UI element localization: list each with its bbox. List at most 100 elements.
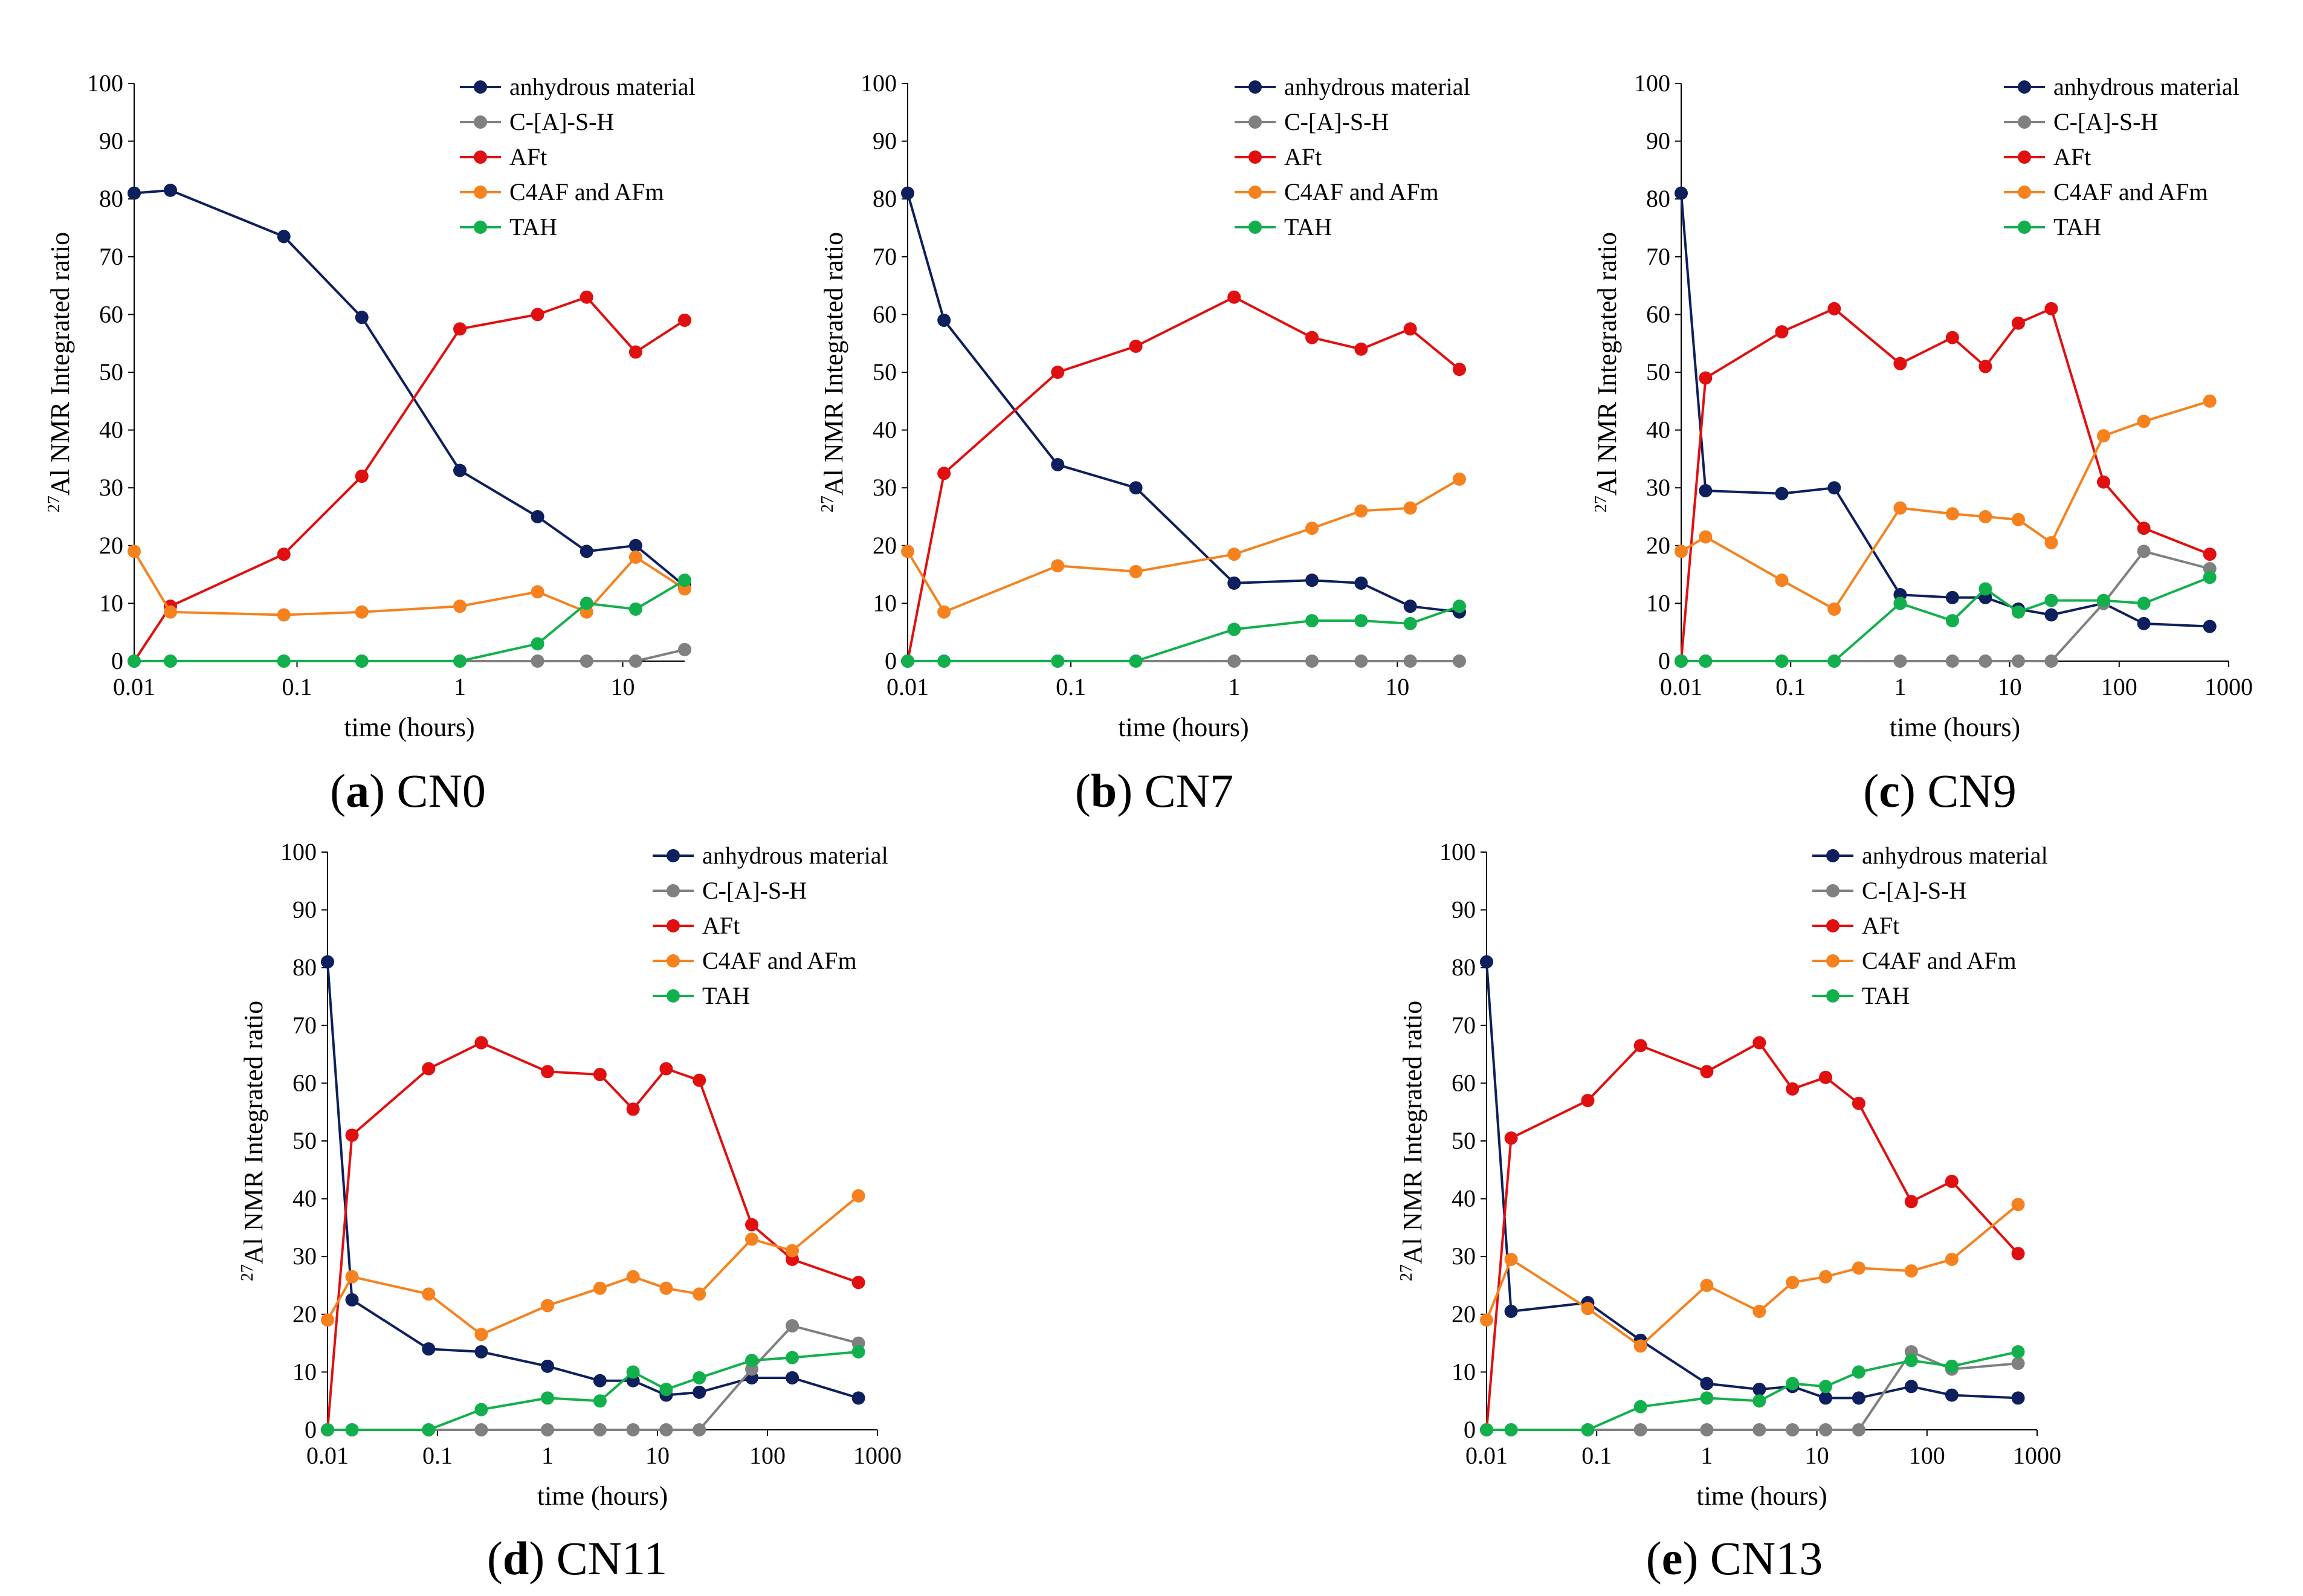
x-axis-label: time (hours)	[344, 712, 474, 742]
caption-open-paren: (	[330, 764, 346, 817]
legend-marker	[667, 884, 680, 897]
legend-marker	[474, 221, 487, 234]
data-point	[2203, 548, 2217, 561]
caption-open-paren: (	[487, 1532, 503, 1585]
legend-label: AFt	[1284, 143, 1322, 170]
y-tick-label: 30	[292, 1242, 317, 1270]
data-point	[541, 1065, 554, 1079]
data-point	[1504, 1131, 1518, 1145]
y-tick-label: 60	[1452, 1069, 1476, 1096]
data-point	[1819, 1070, 1833, 1084]
data-point	[1752, 1423, 1766, 1436]
y-tick-label: 100	[280, 838, 317, 865]
data-point	[128, 186, 141, 200]
x-tick-label: 0.01	[1660, 673, 1702, 700]
data-point	[531, 637, 544, 651]
data-point	[1051, 559, 1065, 573]
series-line-0	[326, 961, 859, 1400]
x-tick-label: 1	[1894, 673, 1906, 700]
legend-marker	[2018, 115, 2031, 129]
data-point	[1227, 548, 1241, 561]
y-tick-label: 10	[99, 589, 123, 616]
y-tick-label: 70	[292, 1012, 317, 1039]
data-point	[1453, 654, 1466, 668]
series-line-0	[1485, 961, 2018, 1400]
data-point	[531, 308, 544, 321]
caption-letter: a	[346, 764, 369, 817]
legend-marker	[1248, 221, 1262, 234]
data-point	[1893, 654, 1907, 668]
panel-caption: (e) CN13	[1646, 1532, 1823, 1585]
series-line-1	[134, 648, 685, 662]
series-line-0	[906, 193, 1460, 613]
data-point	[1852, 1261, 1865, 1275]
data-point	[1786, 1082, 1800, 1096]
data-point	[593, 1374, 607, 1388]
data-point	[1945, 590, 1959, 604]
data-point	[659, 1423, 673, 1436]
data-point	[277, 230, 291, 244]
data-point	[345, 1128, 359, 1142]
data-point	[851, 1276, 865, 1290]
x-tick-label: 10	[611, 673, 635, 700]
data-point	[1633, 1400, 1647, 1413]
x-tick-label: 10	[1385, 673, 1409, 700]
legend-marker	[1826, 989, 1839, 1003]
data-point	[2011, 605, 2025, 619]
legend-label: C-[A]-S-H	[509, 108, 614, 135]
data-point	[1819, 1380, 1833, 1394]
y-tick-label: 0	[111, 647, 123, 674]
data-point	[1675, 654, 1688, 668]
data-point	[355, 605, 369, 619]
series-line-2	[133, 296, 686, 662]
y-tick-label: 50	[99, 358, 123, 386]
data-point	[678, 313, 691, 327]
data-point	[2011, 654, 2025, 668]
legend-marker	[667, 919, 680, 932]
data-point	[422, 1062, 436, 1076]
y-tick-label: 10	[1646, 589, 1670, 616]
data-point	[1827, 654, 1841, 668]
data-point	[1699, 483, 1713, 497]
data-point	[693, 1385, 706, 1399]
data-point	[1978, 654, 1992, 668]
data-point	[345, 1293, 359, 1307]
x-tick-label: 0.1	[282, 673, 312, 700]
data-point	[355, 654, 369, 668]
y-tick-label: 50	[873, 358, 897, 386]
y-tick-label: 100	[1634, 69, 1670, 97]
data-point	[1827, 602, 1841, 616]
y-tick-label: 20	[1646, 532, 1670, 559]
x-axis-label: time (hours)	[1118, 712, 1248, 742]
y-tick-label: 60	[1646, 300, 1670, 328]
data-point	[580, 290, 593, 304]
data-point	[1786, 1423, 1800, 1436]
data-point	[1581, 1423, 1595, 1436]
y-tick-label: 40	[873, 416, 897, 444]
data-point	[453, 599, 467, 613]
caption-close-paren: )	[369, 764, 396, 817]
data-point	[2011, 1357, 2025, 1371]
legend-label: AFt	[509, 143, 547, 170]
caption-letter: b	[1091, 764, 1117, 817]
data-point	[628, 654, 642, 668]
y-tick-label: 90	[99, 128, 123, 155]
data-point	[786, 1244, 799, 1258]
data-point	[1978, 510, 1992, 523]
data-point	[1699, 371, 1713, 385]
y-axis-label-text: Al NMR Integrated ratio	[1398, 1001, 1427, 1264]
data-point	[474, 1328, 488, 1342]
data-point	[2011, 1391, 2025, 1405]
data-point	[1354, 342, 1368, 356]
data-point	[1852, 1423, 1865, 1436]
y-axis-label: 27Al NMR Integrated ratio	[818, 232, 848, 512]
data-point	[1403, 616, 1417, 630]
legend-label: TAH	[1862, 982, 1910, 1009]
data-point	[1945, 1388, 1959, 1402]
data-point	[580, 544, 593, 558]
data-point	[1403, 322, 1417, 336]
x-tick-label: 0.1	[422, 1442, 453, 1469]
y-tick-label: 70	[99, 243, 123, 270]
legend-marker	[1248, 186, 1262, 199]
data-point	[164, 654, 178, 668]
